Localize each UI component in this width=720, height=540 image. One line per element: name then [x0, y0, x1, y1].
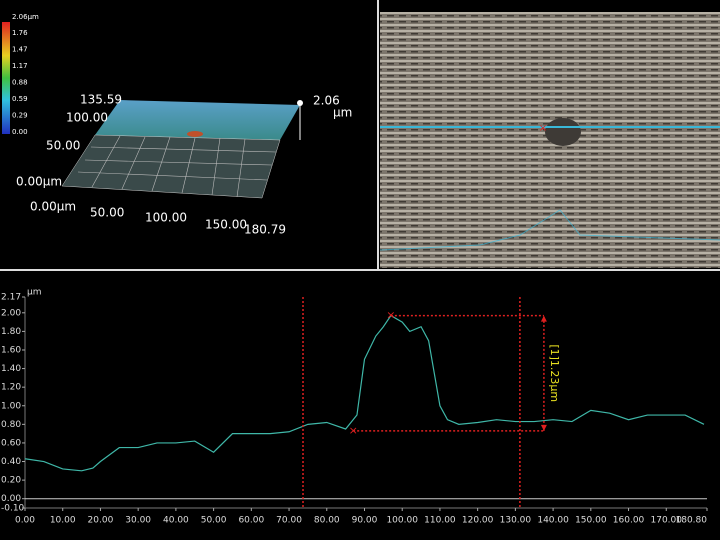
- colorbar-title: 2.06µm: [12, 13, 39, 21]
- x-tick-label: 10.00: [50, 516, 76, 526]
- x-tick-label: 130.00: [500, 516, 532, 526]
- arrow-head: [540, 315, 547, 322]
- x-tick-label: 100.00: [386, 516, 418, 526]
- x-tick-label: 160.00: [613, 516, 645, 526]
- arrow-head: [540, 424, 547, 431]
- profile-overlay: [379, 209, 720, 251]
- x-tick-label: 70.00: [276, 516, 302, 526]
- defect-spot: [545, 118, 581, 146]
- y-tick-label: 1.60: [1, 345, 21, 355]
- x-tick-label: 150.00: [575, 516, 607, 526]
- x-tick-label: 40.00: [163, 516, 189, 526]
- x-tick-label: 30.00: [125, 516, 151, 526]
- surface: [95, 100, 300, 140]
- y-tick-label: 0.00: [1, 494, 21, 504]
- colorbar-tick: 1.17: [12, 62, 28, 70]
- cursor-x: ×: [539, 123, 547, 134]
- y-tick-label: -0.10: [1, 504, 25, 514]
- colorbar-tick: 1.76: [12, 29, 28, 37]
- y-tick-label: 0.40: [1, 457, 21, 467]
- axis-label: 100.00: [145, 211, 187, 225]
- axis-label: 135.59: [80, 93, 122, 107]
- x-tick-label: 50.00: [201, 516, 227, 526]
- axis-label: 50.00: [46, 139, 80, 153]
- colorbar-tick: 1.47: [12, 46, 28, 54]
- axis-label: 50.00: [90, 206, 124, 220]
- axis-label: µm: [333, 106, 352, 120]
- x-tick-label: 120.00: [462, 516, 494, 526]
- x-tick-label: 140.00: [537, 516, 569, 526]
- y-axis-label: µm: [27, 288, 42, 298]
- y-tick-label: 0.80: [1, 420, 21, 430]
- axis-label: 100.00: [66, 111, 108, 125]
- x-tick-label: 90.00: [352, 516, 378, 526]
- y-tick-label: 0.60: [1, 438, 21, 448]
- plane-grid: [77, 135, 277, 198]
- x-tick-label: 0.00: [15, 516, 35, 526]
- colorbar: [2, 22, 10, 134]
- axis-label: 2.06: [313, 94, 340, 108]
- axis-label: 180.79: [244, 223, 286, 237]
- colorbar-tick: 0.29: [12, 112, 28, 120]
- axis-label: 150.00: [205, 218, 247, 232]
- y-tick-label: 1.00: [1, 401, 21, 411]
- x-tick-label: 60.00: [238, 516, 264, 526]
- profile-line: [24, 314, 705, 472]
- axis-label: 0.00µm: [30, 200, 76, 214]
- colorbar-tick: 0.00: [12, 128, 28, 136]
- x-tick-label: 80.00: [314, 516, 340, 526]
- colorbar-tick: 0.88: [12, 79, 28, 87]
- x-tick-label: 20.00: [88, 516, 114, 526]
- x-tick-label: 180.80: [676, 516, 708, 526]
- defect: [187, 131, 203, 137]
- y-tick-label: 2.17: [1, 293, 21, 303]
- axis-label: 0.00µm: [16, 175, 62, 189]
- y-tick-label: 1.40: [1, 364, 21, 374]
- colorbar-tick: 0.59: [12, 95, 28, 103]
- z-marker: [297, 100, 303, 106]
- y-tick-label: 1.20: [1, 383, 21, 393]
- y-tick-label: 2.00: [1, 308, 21, 318]
- y-tick-label: 0.20: [1, 476, 21, 486]
- x-tick-label: 110.00: [424, 516, 456, 526]
- measure-label: [1]1.23µm: [548, 344, 561, 402]
- x-tick-label: 170.00: [651, 516, 683, 526]
- y-tick-label: 1.80: [1, 327, 21, 337]
